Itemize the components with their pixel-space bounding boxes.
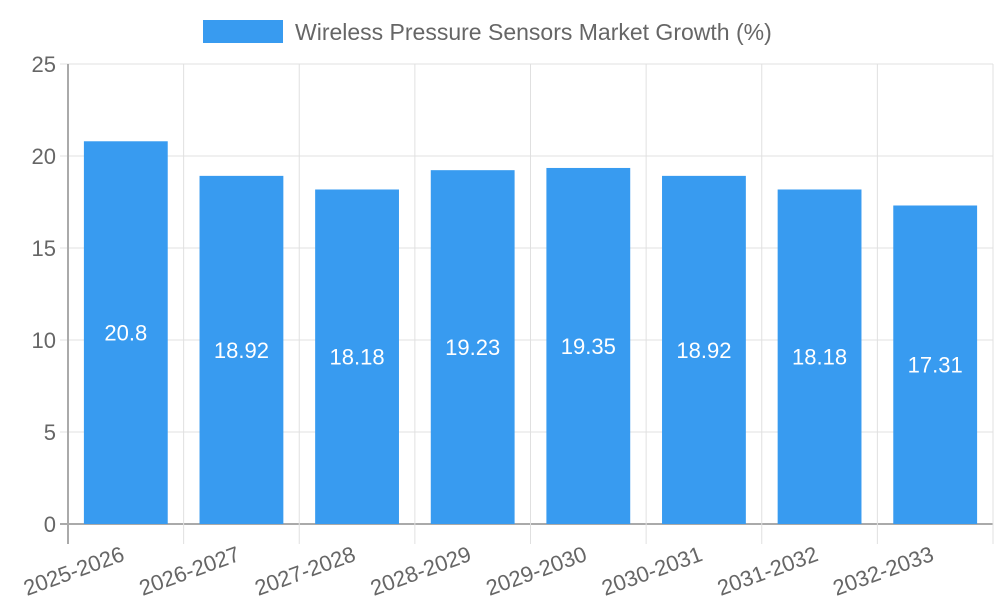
- bar[interactable]: [893, 205, 978, 524]
- y-tick-label: 5: [44, 420, 56, 445]
- x-tick-label: 2026-2027: [136, 541, 243, 600]
- x-tick-label: 2025-2026: [20, 541, 127, 600]
- y-tick-label: 10: [32, 328, 56, 353]
- bar[interactable]: [83, 141, 168, 524]
- bar[interactable]: [546, 167, 631, 524]
- legend-label: Wireless Pressure Sensors Market Growth …: [295, 19, 772, 45]
- y-tick-label: 20: [32, 144, 56, 169]
- x-axis-ticks: 2025-2026 2026-2027 2027-2028 2028-2029 2029…: [20, 541, 937, 600]
- bars: 20.8 18.92 18.18 19.23 19.35 18.92 18.18 17.31: [83, 141, 978, 524]
- bar-value-label: 19.35: [561, 334, 616, 359]
- legend[interactable]: Wireless Pressure Sensors Market Growth …: [203, 19, 772, 45]
- y-tick-label: 0: [44, 512, 56, 537]
- bar[interactable]: [315, 189, 399, 524]
- x-tick-label: 2031-2032: [714, 541, 821, 600]
- bar-value-label: 18.18: [330, 345, 385, 370]
- y-axis-ticks: 0 5 10 15 20 25: [32, 52, 56, 537]
- bar-value-label: 18.92: [676, 338, 731, 363]
- bar-value-label: 18.92: [214, 338, 269, 363]
- x-tick-label: 2028-2029: [367, 541, 474, 600]
- y-tick-label: 15: [32, 236, 56, 261]
- legend-swatch: [203, 20, 283, 43]
- bar[interactable]: [662, 175, 746, 524]
- y-tick-label: 25: [32, 52, 56, 77]
- bar-value-label: 19.23: [445, 335, 500, 360]
- bar-value-label: 17.31: [908, 353, 963, 378]
- x-tick-label: 2027-2028: [251, 541, 358, 600]
- bar[interactable]: [199, 175, 284, 524]
- x-tick-label: 2030-2031: [598, 541, 705, 600]
- bar[interactable]: [430, 170, 515, 524]
- bar-value-label: 20.8: [104, 321, 147, 346]
- bar[interactable]: [777, 189, 862, 524]
- x-tick-label: 2029-2030: [483, 541, 590, 600]
- x-tick-label: 2032-2033: [829, 541, 936, 600]
- bar-value-label: 18.18: [792, 345, 847, 370]
